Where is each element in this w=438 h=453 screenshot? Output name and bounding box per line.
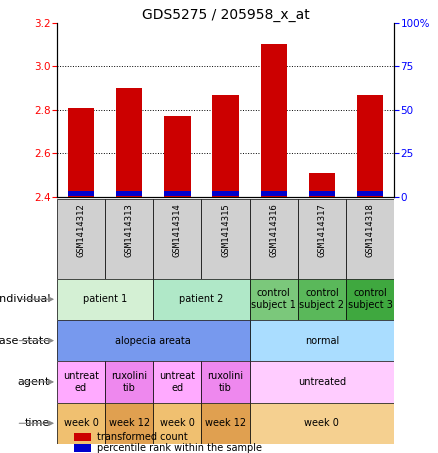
Text: normal: normal	[305, 336, 339, 346]
Text: untreated: untreated	[298, 377, 346, 387]
Bar	[164, 116, 191, 197]
Bar	[298, 279, 346, 320]
Bar	[357, 95, 383, 197]
Bar	[346, 279, 394, 320]
Bar	[153, 361, 201, 403]
Bar	[346, 199, 394, 279]
Text: patient 2: patient 2	[179, 294, 224, 304]
Bar	[201, 361, 250, 403]
Bar	[105, 199, 153, 279]
Text: percentile rank within the sample: percentile rank within the sample	[97, 443, 262, 453]
Bar	[116, 88, 142, 197]
Bar	[105, 403, 153, 444]
Bar	[116, 191, 142, 196]
Text: GSM1414316: GSM1414316	[269, 203, 278, 257]
Text: untreat
ed: untreat ed	[63, 371, 99, 393]
Text: GSM1414318: GSM1414318	[366, 203, 374, 257]
Text: individual: individual	[0, 294, 50, 304]
Bar	[57, 199, 105, 279]
Bar	[153, 199, 201, 279]
Text: time: time	[25, 418, 50, 428]
Text: ruxolini
tib: ruxolini tib	[208, 371, 244, 393]
Text: GSM1414317: GSM1414317	[318, 203, 326, 257]
Bar	[250, 361, 394, 403]
Bar	[261, 191, 287, 196]
Title: GDS5275 / 205958_x_at: GDS5275 / 205958_x_at	[142, 8, 309, 22]
Bar	[201, 403, 250, 444]
Text: GSM1414313: GSM1414313	[125, 203, 134, 257]
Bar	[357, 191, 383, 196]
Text: week 0: week 0	[160, 418, 195, 428]
Bar	[57, 279, 153, 320]
Text: week 0: week 0	[304, 418, 339, 428]
Bar	[153, 403, 201, 444]
Text: week 12: week 12	[109, 418, 150, 428]
Text: agent: agent	[18, 377, 50, 387]
Text: alopecia areata: alopecia areata	[116, 336, 191, 346]
Text: patient 1: patient 1	[83, 294, 127, 304]
Bar	[164, 191, 191, 196]
Text: control
subject 1: control subject 1	[251, 289, 296, 310]
Text: ruxolini
tib: ruxolini tib	[111, 371, 147, 393]
Bar	[74, 444, 91, 452]
Bar	[212, 191, 239, 196]
Bar	[298, 199, 346, 279]
Text: GSM1414314: GSM1414314	[173, 203, 182, 257]
Bar	[105, 361, 153, 403]
Bar	[250, 199, 298, 279]
Bar	[74, 433, 91, 440]
Bar	[68, 108, 94, 197]
Bar	[261, 44, 287, 197]
Text: week 12: week 12	[205, 418, 246, 428]
Text: untreat
ed: untreat ed	[159, 371, 195, 393]
Bar	[57, 320, 250, 361]
Bar	[68, 191, 94, 196]
Text: control
subject 2: control subject 2	[300, 289, 344, 310]
Text: control
subject 3: control subject 3	[348, 289, 392, 310]
Text: week 0: week 0	[64, 418, 99, 428]
Text: disease state: disease state	[0, 336, 50, 346]
Bar	[153, 279, 250, 320]
Text: GSM1414315: GSM1414315	[221, 203, 230, 257]
Bar	[57, 361, 105, 403]
Text: transformed count: transformed count	[97, 432, 188, 442]
Bar	[250, 403, 394, 444]
Bar	[212, 95, 239, 197]
Bar	[57, 403, 105, 444]
Bar	[309, 173, 335, 197]
Text: GSM1414312: GSM1414312	[77, 203, 85, 257]
Bar	[250, 320, 394, 361]
Bar	[250, 279, 298, 320]
Bar	[201, 199, 250, 279]
Bar	[309, 191, 335, 196]
